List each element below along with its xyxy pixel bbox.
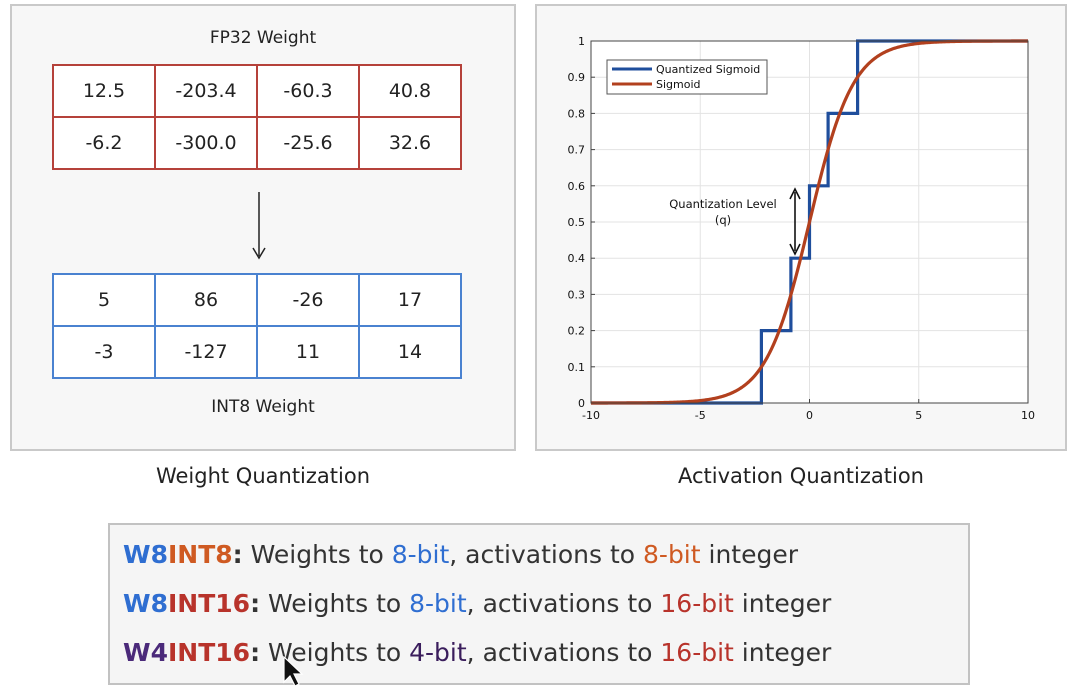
- y-tick-label: 0: [578, 397, 585, 410]
- x-tick-label: 10: [1021, 409, 1035, 422]
- x-tick-label: -10: [582, 409, 600, 422]
- y-tick-label: 0.4: [568, 252, 586, 265]
- table-row: -3 -127 11 14: [52, 325, 462, 379]
- legend: Quantized Sigmoid Sigmoid: [606, 59, 768, 95]
- scheme-code-activation: INT16: [167, 589, 251, 618]
- legend-label-sigmoid: Sigmoid: [656, 78, 701, 91]
- y-tick-label: 0.8: [568, 107, 586, 120]
- table-cell: 17: [358, 273, 462, 327]
- mouse-cursor-icon: [283, 656, 304, 687]
- table-cell: 12.5: [52, 64, 156, 118]
- y-tick-label: 1: [578, 35, 585, 48]
- scheme-activation-bits: 16-bit: [660, 638, 734, 667]
- table-cell: -3: [52, 325, 156, 379]
- table-cell: -60.3: [256, 64, 360, 118]
- weight-quantization-panel: FP32 Weight 12.5 -203.4 -60.3 40.8 -6.2 …: [10, 4, 516, 451]
- quantization-level-annotation: Quantization Level (q): [669, 187, 801, 256]
- y-tick-label: 0.6: [568, 180, 586, 193]
- scheme-text: integer: [733, 589, 832, 618]
- table-cell: 11: [256, 325, 360, 379]
- scheme-text: , activations to: [466, 638, 661, 667]
- scheme-text: , activations to: [466, 589, 661, 618]
- fp32-weight-table: 12.5 -203.4 -60.3 40.8 -6.2 -300.0 -25.6…: [52, 64, 462, 170]
- down-arrow-icon: [252, 192, 266, 260]
- scheme-text: , activations to: [449, 540, 644, 569]
- scheme-line-w8int16: W8INT16: Weights to 8-bit, activations t…: [123, 589, 831, 618]
- scheme-weight-bits: 8-bit: [391, 540, 450, 569]
- weight-quantization-caption: Weight Quantization: [155, 464, 371, 488]
- quantization-schemes-box: W8INT8: Weights to 8-bit, activations to…: [108, 523, 970, 685]
- table-cell: 40.8: [358, 64, 462, 118]
- scheme-activation-bits: 16-bit: [660, 589, 734, 618]
- table-cell: -26: [256, 273, 360, 327]
- scheme-code-weight: W8: [123, 540, 168, 569]
- table-row: 5 86 -26 17: [52, 273, 462, 327]
- table-cell: -127: [154, 325, 258, 379]
- int8-weight-title: INT8 Weight: [211, 397, 315, 417]
- fp32-weight-title: FP32 Weight: [209, 28, 317, 48]
- scheme-code-weight: W4: [123, 638, 168, 667]
- y-tick-label: 0.3: [568, 288, 586, 301]
- scheme-text: integer: [700, 540, 799, 569]
- annotation-arrow-down-icon: [789, 243, 801, 256]
- scheme-text: integer: [733, 638, 832, 667]
- scheme-activation-bits: 8-bit: [643, 540, 701, 569]
- table-cell: 14: [358, 325, 462, 379]
- legend-label-quantized: Quantized Sigmoid: [656, 63, 760, 76]
- y-tick-label: 0.1: [568, 361, 586, 374]
- table-row: 12.5 -203.4 -60.3 40.8: [52, 64, 462, 118]
- scheme-code-activation: INT8: [167, 540, 233, 569]
- table-cell: 32.6: [358, 116, 462, 170]
- activation-quantization-caption: Activation Quantization: [677, 464, 924, 488]
- table-cell: 5: [52, 273, 156, 327]
- activation-quantization-panel: 0 0.1 0.2 0.3 0.4 0.5 0.6 0.7 0.8 0.9 1 -10 -5 0 5 10 Q…: [535, 4, 1067, 451]
- table-cell: 86: [154, 273, 258, 327]
- scheme-colon: :: [232, 540, 243, 569]
- axis-ticks: 0 0.1 0.2 0.3 0.4 0.5 0.6 0.7 0.8 0.9 1 -10 -5 0 5 10: [568, 35, 1036, 422]
- scheme-text: Weights to: [242, 540, 392, 569]
- table-cell: -300.0: [154, 116, 258, 170]
- scheme-code-activation: INT16: [167, 638, 251, 667]
- x-tick-label: 0: [806, 409, 813, 422]
- table-row: -6.2 -300.0 -25.6 32.6: [52, 116, 462, 170]
- scheme-line-w8int8: W8INT8: Weights to 8-bit, activations to…: [123, 540, 798, 569]
- scheme-code-weight: W8: [123, 589, 168, 618]
- x-tick-label: 5: [915, 409, 922, 422]
- x-tick-label: -5: [695, 409, 706, 422]
- y-tick-label: 0.7: [568, 144, 586, 157]
- plot-frame: [590, 40, 1029, 404]
- scheme-colon: :: [250, 589, 261, 618]
- y-tick-label: 0.9: [568, 71, 586, 84]
- scheme-weight-bits: 4-bit: [409, 638, 467, 667]
- int8-weight-table: 5 86 -26 17 -3 -127 11 14: [52, 273, 462, 379]
- annotation-arrow-up-icon: [789, 187, 801, 200]
- table-cell: -6.2: [52, 116, 156, 170]
- annotation-sub-label: (q): [715, 213, 731, 227]
- sigmoid-quantization-chart: 0 0.1 0.2 0.3 0.4 0.5 0.6 0.7 0.8 0.9 1 -10 -5 0 5 10 Q…: [568, 35, 1036, 422]
- legend-box: [606, 59, 768, 95]
- scheme-line-w4int16: W4INT16: Weights to 4-bit, activations t…: [123, 638, 831, 667]
- scheme-weight-bits: 8-bit: [409, 589, 467, 618]
- table-cell: -203.4: [154, 64, 258, 118]
- y-tick-label: 0.2: [568, 325, 586, 338]
- table-cell: -25.6: [256, 116, 360, 170]
- scheme-text: Weights to: [260, 589, 410, 618]
- annotation-label: Quantization Level: [669, 197, 777, 211]
- scheme-colon: :: [250, 638, 261, 667]
- y-tick-label: 0.5: [568, 216, 586, 229]
